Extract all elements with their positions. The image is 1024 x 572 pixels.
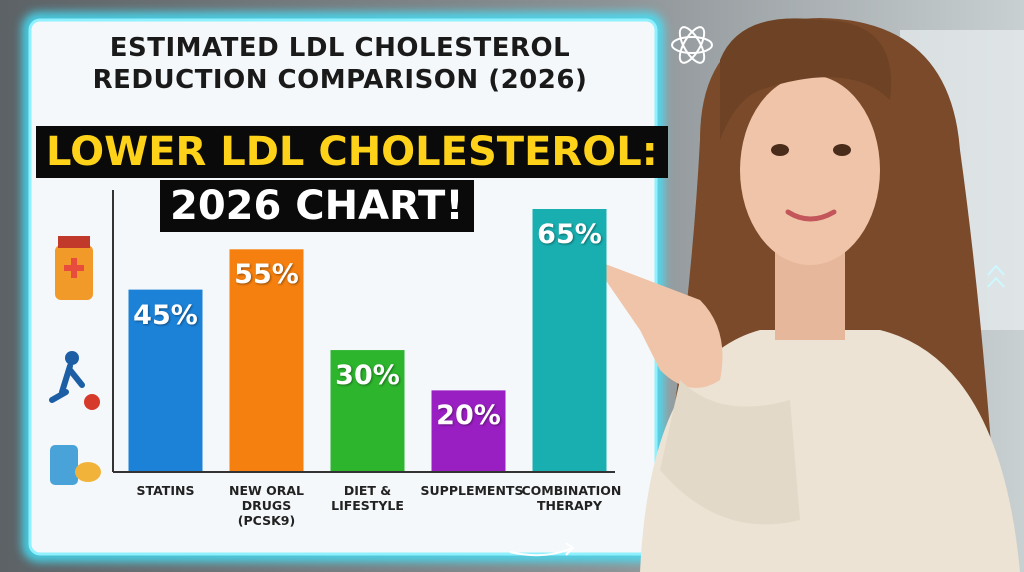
bar [229, 249, 304, 471]
person [600, 18, 1020, 572]
headline: LOWER LDL CHOLESTEROL: [36, 126, 668, 178]
value-label: 55% [234, 259, 299, 291]
side-icons [49, 236, 101, 485]
headline: 2026 CHART! [160, 180, 474, 232]
bar [330, 350, 405, 471]
chart-title: ESTIMATED LDL CHOLESTEROL REDUCTION COMP… [92, 33, 588, 95]
value-label: 30% [335, 360, 400, 392]
bar [532, 209, 607, 471]
x-tick-label: SUPPLEMENTS [420, 483, 524, 498]
x-tick-label: COMBINATION THERAPY [521, 483, 622, 513]
value-label: 65% [537, 219, 602, 250]
x-tick-label: NEW ORAL DRUGS (PCSK9) [228, 483, 305, 528]
value-label: 20% [436, 400, 501, 432]
x-tick-label: STATINS [136, 483, 195, 498]
decor [509, 26, 1005, 557]
x-tick-label: DIET & LIFESTYLE [331, 483, 404, 513]
bar [128, 289, 203, 471]
value-label: 45% [133, 299, 198, 331]
bar [431, 390, 506, 471]
